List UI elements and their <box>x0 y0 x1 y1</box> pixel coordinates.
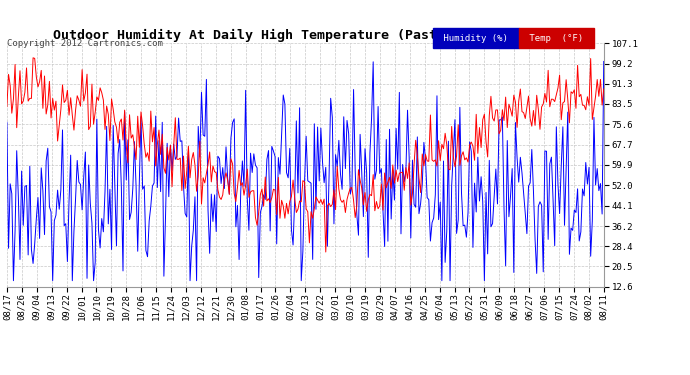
Text: Temp  (°F): Temp (°F) <box>524 34 589 43</box>
Text: Copyright 2012 Cartronics.com: Copyright 2012 Cartronics.com <box>7 39 163 48</box>
Title: Outdoor Humidity At Daily High Temperature (Past Year) 20120817: Outdoor Humidity At Daily High Temperatu… <box>53 29 558 42</box>
Text: Humidity (%): Humidity (%) <box>438 34 513 43</box>
